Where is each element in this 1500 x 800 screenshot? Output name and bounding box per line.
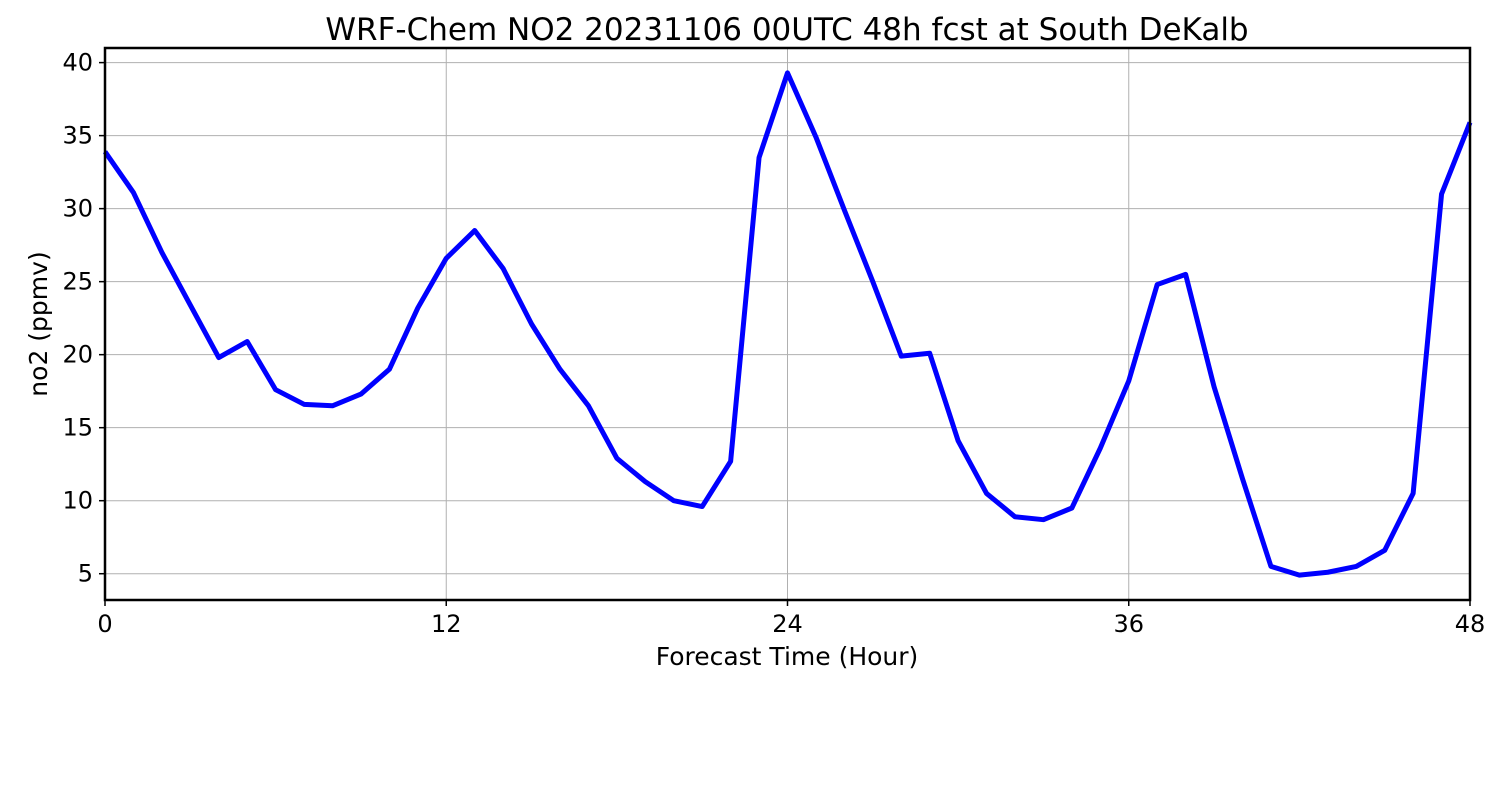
y-tick-label: 20 [62,341,93,369]
y-tick-label: 5 [78,560,93,588]
y-tick-label: 40 [62,49,93,77]
x-axis: 0 12 24 36 48 [97,600,1485,638]
x-tick-label: 36 [1113,610,1144,638]
x-axis-label: Forecast Time (Hour) [656,642,919,671]
no2-series-line [102,70,1473,578]
y-tick-label: 35 [62,122,93,150]
x-tick-label: 12 [431,610,462,638]
x-tick-label: 0 [97,610,112,638]
y-axis: 5 10 15 20 25 30 35 40 [62,49,105,588]
y-tick-label: 25 [62,268,93,296]
x-tick-label: 48 [1455,610,1486,638]
series-layer [102,70,1473,578]
chart-title: WRF-Chem NO2 20231106 00UTC 48h fcst at … [325,12,1248,48]
y-tick-label: 30 [62,195,93,223]
grid-lines [104,48,1471,600]
y-tick-label: 10 [62,487,93,515]
y-tick-label: 15 [62,414,93,442]
y-axis-label: no2 (ppmv) [24,251,53,396]
x-tick-label: 24 [772,610,803,638]
